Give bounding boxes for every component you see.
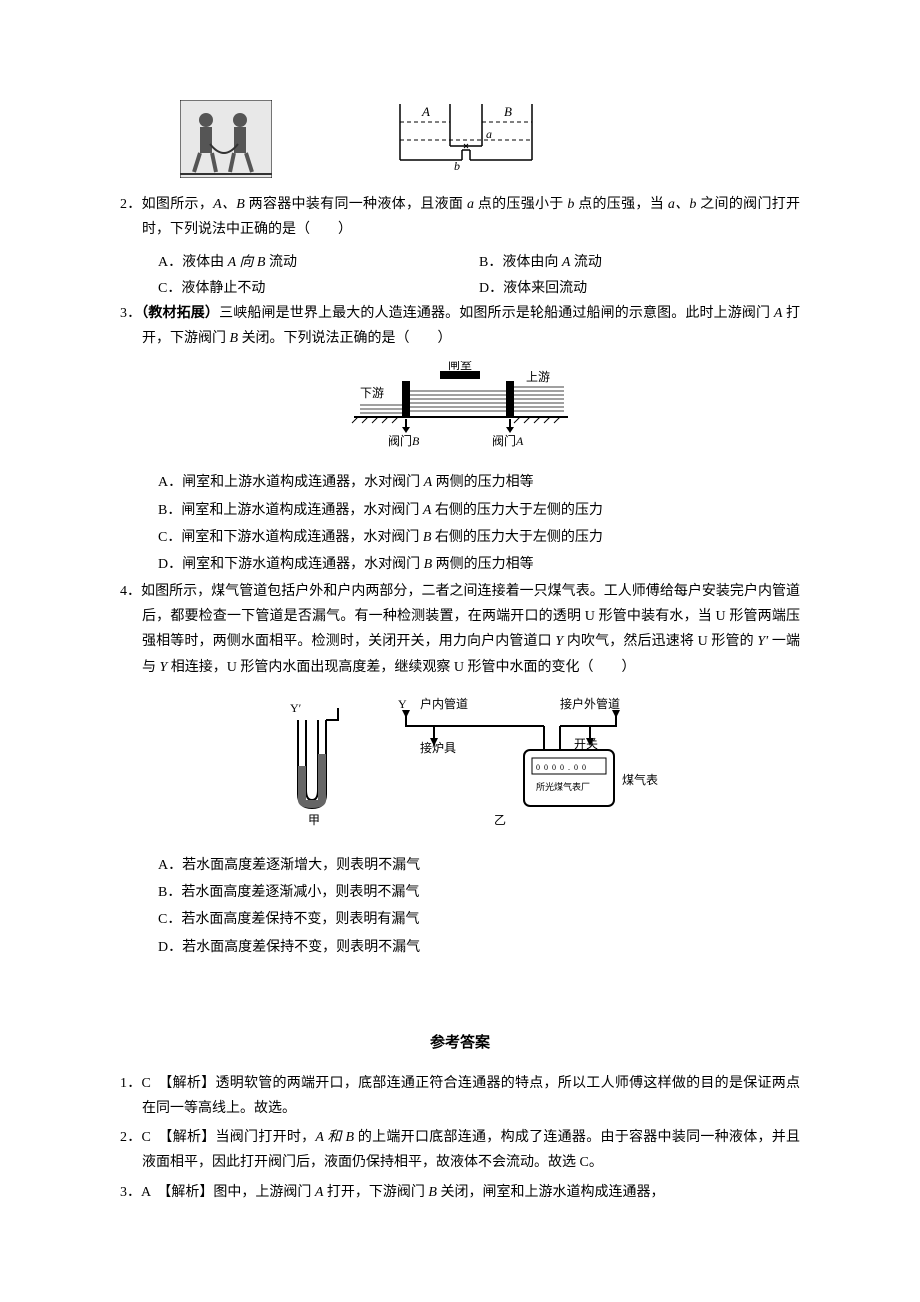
label-downstream: 下游 (360, 386, 384, 400)
q3-opt-C: C．闸室和下游水道构成连通器，水对阀门 B 右侧的压力大于左侧的压力 (158, 525, 800, 550)
answers-heading: 参考答案 (120, 1030, 800, 1057)
label-gateB: 阀门B (388, 433, 420, 447)
label-meter: 煤气表 (622, 772, 658, 787)
q4-opt-A: A．若水面高度差逐渐增大，则表明不漏气 (158, 853, 800, 878)
document-page: A B a b 2．如图所示，A、B 两容器中装有同一种液体，且液面 a 点的压… (0, 0, 920, 1302)
q4-options: A．若水面高度差逐渐增大，则表明不漏气 B．若水面高度差逐渐减小，则表明不漏气 … (120, 853, 800, 960)
label-outdoor: 接户外管道 (560, 696, 620, 711)
question-4: 4．如图所示，煤气管道包括户外和户内两部分，二者之间连接着一只煤气表。工人师傅给… (120, 579, 800, 680)
label-yi: 乙 (494, 813, 506, 827)
q4-opt-C: C．若水面高度差保持不变，则表明有漏气 (158, 907, 800, 932)
q3-tag: （教材拓展） (141, 306, 219, 321)
q4-opt-B: B．若水面高度差逐渐减小，则表明不漏气 (158, 880, 800, 905)
top-figures-row: A B a b (180, 100, 800, 178)
label-jia: 甲 (308, 813, 320, 827)
label-Y: Y (398, 697, 407, 711)
answer-3: 3．A 【解析】图中，上游阀门 A 打开，下游阀门 B 关闭，闸室和上游水道构成… (120, 1180, 800, 1205)
figure-ship-lock: 下游 闸室 上游 阀门B 阀门A (120, 361, 800, 456)
question-2: 2．如图所示，A、B 两容器中装有同一种液体，且液面 a 点的压强小于 b 点的… (120, 192, 800, 242)
q2-options: A．液体由 A 向 B 流动 B．液体由向 A 流动 C．液体静止不动 D．液体… (120, 250, 800, 300)
label-b: b (454, 159, 460, 173)
figure-vessels-ab: A B a b (392, 100, 540, 178)
figure-workers (180, 100, 272, 178)
label-meter-text: 所光煤气表厂 (536, 781, 590, 792)
q3-opt-D: D．闸室和下游水道构成连通器，水对阀门 B 两侧的压力相等 (158, 552, 800, 577)
label-indoor: 户内管道 (420, 696, 468, 711)
label-B: B (504, 104, 512, 119)
svg-text:.: . (568, 763, 570, 772)
q3-num: 3． (120, 306, 141, 321)
q3-opt-A: A．闸室和上游水道构成连通器，水对阀门 A 两侧的压力相等 (158, 470, 800, 495)
svg-text:0: 0 (574, 763, 578, 772)
q3-options: A．闸室和上游水道构成连通器，水对阀门 A 两侧的压力相等 B．闸室和上游水道构… (120, 470, 800, 577)
label-A: A (421, 104, 430, 119)
question-3: 3．（教材拓展）三峡船闸是世界上最大的人造连通器。如图所示是轮船通过船闸的示意图… (120, 301, 800, 351)
q2-opt-B: B．液体由向 A 流动 (479, 250, 800, 275)
q4-opt-D: D．若水面高度差保持不变，则表明不漏气 (158, 935, 800, 960)
svg-text:0: 0 (536, 763, 540, 772)
label-switch: 开关 (574, 737, 598, 751)
svg-text:0: 0 (552, 763, 556, 772)
label-Yprime: Y′ (290, 701, 302, 715)
label-upstream: 上游 (526, 370, 550, 384)
q3-opt-B: B．闸室和上游水道构成连通器，水对阀门 A 右侧的压力大于左侧的压力 (158, 498, 800, 523)
figure-gas-utube: Y′ 甲 Y 户内管道 接户外管道 (120, 690, 800, 839)
label-lockroom: 闸室 (448, 361, 472, 372)
svg-text:0: 0 (544, 763, 548, 772)
label-gateA: 阀门A (492, 433, 524, 447)
q2-num: 2． (120, 197, 142, 212)
q2-opt-D: D．液体来回流动 (479, 276, 800, 301)
svg-text:0: 0 (582, 763, 586, 772)
answer-1: 1．C 【解析】透明软管的两端开口，底部连通正符合连通器的特点，所以工人师傅这样… (120, 1071, 800, 1121)
label-a: a (486, 127, 492, 141)
answer-2: 2．C 【解析】当阀门打开时，A 和 B 的上端开口底部连通，构成了连通器。由于… (120, 1125, 800, 1175)
svg-text:0: 0 (560, 763, 564, 772)
label-stove: 接炉具 (420, 740, 456, 755)
q4-num: 4． (120, 584, 141, 599)
q2-opt-C: C．液体静止不动 (158, 276, 479, 301)
q2-opt-A: A．液体由 A 向 B 流动 (158, 250, 479, 275)
